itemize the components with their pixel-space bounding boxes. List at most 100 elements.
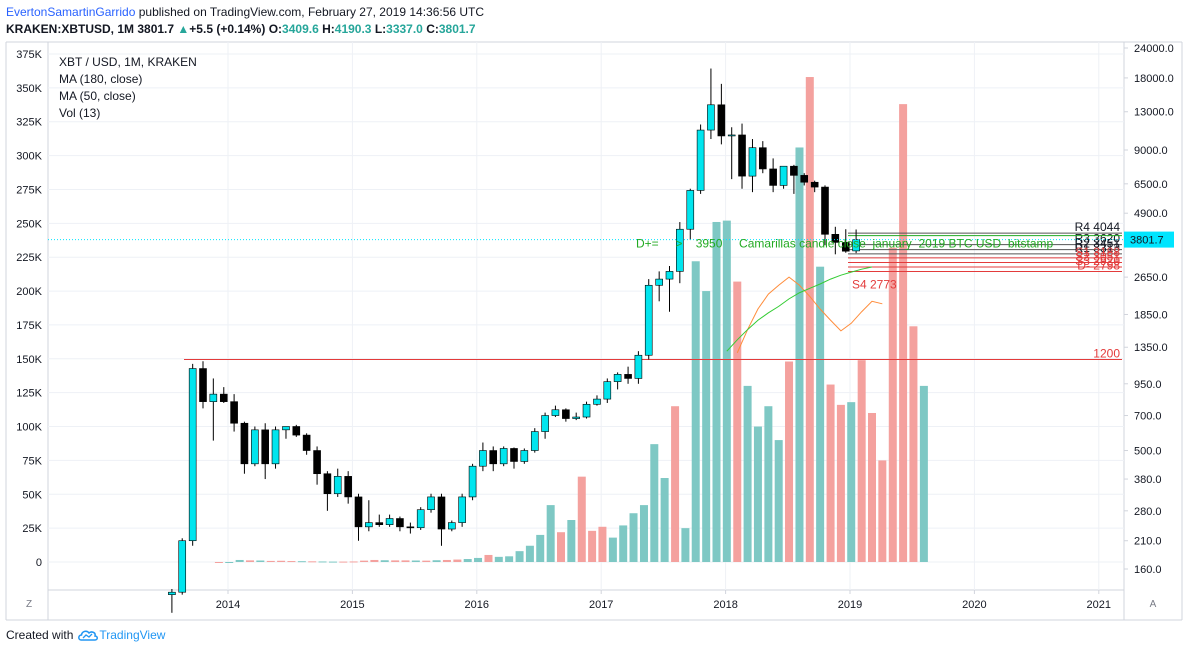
volume-bar [785,361,794,562]
pivot-level-label: S1 3188 [1075,245,1120,259]
volume-bar [453,559,462,562]
pivot-level-label: S3 2920 [1075,254,1120,268]
candle-body [779,165,788,186]
candle-body [841,242,850,252]
volume-bar [411,560,420,562]
x-tick-label: 2016 [465,599,489,611]
volume-bar [878,460,887,562]
x-tick-label: 2020 [962,599,986,611]
last-price-tag [1124,231,1174,248]
volume-bar [505,556,514,562]
candle-body [572,416,581,419]
volume-tick-label: 150K [16,354,42,366]
candle-body [437,496,446,530]
price-tick-label: 380.0 [1134,474,1162,486]
h-value: 4190.3 [334,22,372,36]
legend-title: XBT / USD, 1M, KRAKEN [59,55,197,69]
volume-bar [753,426,762,562]
volume-bar [660,478,669,562]
candle-body [800,175,809,183]
candle-body [821,186,829,235]
candle-body [748,147,757,177]
volume-bar [308,561,317,563]
volume-bar [816,266,825,562]
volume-tick-label: 25K [22,523,42,535]
s4-annotation: S4 2773 [852,277,897,291]
volume-bar [422,560,431,562]
candle-body [489,450,498,465]
candle-body [333,476,342,495]
candle-body [613,374,622,382]
plot-area [47,41,1125,591]
candle-body [562,409,570,419]
symbol-info: KRAKEN:XBTUSD, 1M 3801.7 ▲+5.5 (+0.14%) … [6,22,476,36]
candle-body [447,522,456,530]
volume-bar [629,513,638,562]
x-tick-label: 2018 [713,599,737,611]
volume-tick-label: 0 [36,557,42,569]
ma180-line [726,266,873,352]
l-value: 3337.0 [386,22,423,36]
volume-bar [546,505,555,562]
candle-body [292,426,301,436]
volume-tick-label: 125K [16,388,42,400]
candle-body [717,104,726,137]
volume-bar [246,560,254,562]
price-tick-label: 24000.0 [1134,43,1174,55]
volume-bar [826,384,835,562]
candle-body [323,473,332,495]
last-price: 3801.7 [137,22,175,36]
price-tick-label: 13000.0 [1134,107,1174,119]
volume-bar [277,560,286,562]
price-tick-label: 500.0 [1134,446,1162,458]
volume-bar [442,559,451,562]
price-tick-label: 6500.0 [1134,179,1168,191]
candle-body [530,431,539,451]
price-tick-label: 2650.0 [1134,272,1168,284]
volume-bar [349,561,358,563]
camarilla-annotation: D+= > 3950 Camarillas candle close janua… [636,237,1054,251]
ma50-line [736,276,883,353]
volume-bar [619,525,628,562]
candle-body [251,429,259,465]
auto-scale-button[interactable]: A [1149,598,1157,610]
pivot-level-label: R4 4044 [1075,220,1121,234]
h-label: H: [322,22,335,36]
candle-body [385,518,394,525]
volume-bar [287,561,296,563]
volume-bar [795,147,804,563]
tradingview-logo[interactable]: TradingView [77,628,165,642]
o-label: O: [268,22,283,36]
volume-bar [577,476,586,562]
volume-tick-label: 375K [16,49,42,61]
volume-bar [608,537,617,562]
volume-tick-label: 100K [16,422,42,434]
volume-bar [266,560,275,562]
volume-bar [598,526,607,562]
volume-bar [836,404,845,562]
candle-body [831,234,840,243]
candle-body [365,522,373,528]
volume-bar [401,560,410,562]
author-link[interactable]: EvertonSamartinGarrido [6,5,136,19]
candle-body [209,393,218,402]
pivot-level-label: R1 3313 [1075,241,1121,255]
volume-bar [339,561,348,563]
volume-tick-label: 350K [16,83,42,95]
volume-bar [722,220,731,562]
candle-body [261,429,270,465]
c-value: 3801.7 [438,22,476,36]
candle-body [769,168,777,186]
zoom-reset-button[interactable]: Z [25,598,33,610]
volume-bar [494,556,503,562]
volume-tick-label: 275K [16,184,42,196]
candle-body [479,450,487,467]
legend-ma180: MA (180, close) [59,72,143,86]
candle-body [396,518,404,528]
candle-body [271,429,280,465]
candle-body [810,181,819,188]
candle-body [313,450,321,475]
candle-body [219,393,228,402]
candle-body [644,284,653,356]
